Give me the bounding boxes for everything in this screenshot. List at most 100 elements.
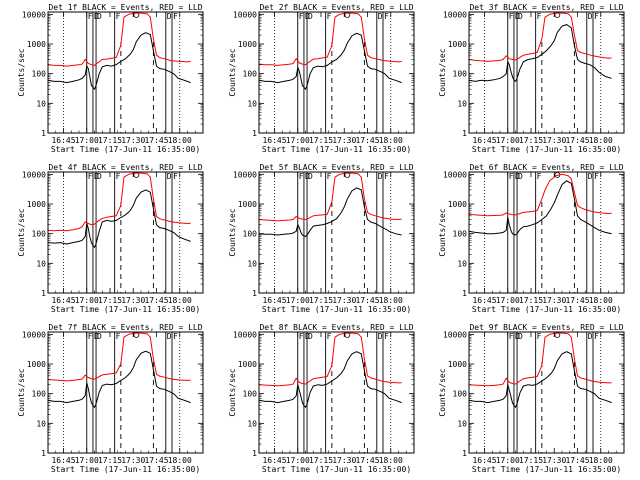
y-tick-label: 10000 <box>22 330 46 339</box>
marker-label: F <box>173 332 178 341</box>
series-events <box>468 351 612 409</box>
x-tick-label: 16:45 <box>472 456 496 465</box>
y-tick-label: 1000 <box>27 40 46 49</box>
marker-label: D <box>167 172 172 181</box>
marker-label: D <box>308 172 313 181</box>
y-tick-label: 1 <box>41 289 46 298</box>
x-tick-label: 17:30 <box>332 296 356 305</box>
x-axis-label: Start Time (17-Jun-11 16:35:00) <box>51 145 200 154</box>
x-tick-label: 16:45 <box>51 296 75 305</box>
marker-label: D <box>305 172 310 181</box>
marker-label: D <box>515 12 520 21</box>
y-tick-label: 10 <box>457 419 467 428</box>
marker-label: D <box>305 332 310 341</box>
panel-title: Det 7f BLACK = Events, RED = LLD <box>48 323 202 332</box>
marker-label: D <box>518 172 523 181</box>
x-tick-label: 17:30 <box>542 136 566 145</box>
y-tick-label: 100 <box>243 390 258 399</box>
y-tick-label: 10 <box>36 419 46 428</box>
x-tick-label: 16:45 <box>262 136 286 145</box>
panel-title: Det 2f BLACK = Events, RED = LLD <box>259 3 413 12</box>
marker-label: F <box>173 12 178 21</box>
y-tick-label: 10 <box>457 99 467 108</box>
y-tick-label: 1000 <box>448 40 467 49</box>
marker-label: F <box>116 172 121 181</box>
marker-label: F <box>594 172 599 181</box>
y-tick-label: 10000 <box>443 330 467 339</box>
x-axis-label: Start Time (17-Jun-11 16:35:00) <box>472 145 621 154</box>
panel-title: Det 9f BLACK = Events, RED = LLD <box>469 323 623 332</box>
marker-label: D <box>378 12 383 21</box>
x-tick-label: 17:45 <box>565 296 589 305</box>
x-tick-label: 17:00 <box>496 456 520 465</box>
x-tick-label: 17:00 <box>75 136 99 145</box>
marker-label: F <box>509 12 514 21</box>
x-axis-label: Start Time (17-Jun-11 16:35:00) <box>51 305 200 314</box>
x-tick-label: 16:45 <box>262 296 286 305</box>
y-tick-label: 1000 <box>238 360 257 369</box>
y-tick-label: 10000 <box>233 330 257 339</box>
y-tick-label: 10000 <box>22 170 46 179</box>
y-tick-label: 10000 <box>233 170 257 179</box>
marker-label: D <box>518 332 523 341</box>
y-tick-label: 100 <box>32 70 47 79</box>
y-axis-label: Counts/sec <box>17 368 26 416</box>
panel-title: Det 1f BLACK = Events, RED = LLD <box>48 3 202 12</box>
y-tick-label: 10000 <box>443 170 467 179</box>
y-axis-label: Counts/sec <box>438 48 447 96</box>
x-tick-label: 17:30 <box>121 136 145 145</box>
series-events <box>468 24 612 83</box>
series-lld <box>468 332 612 387</box>
marker-label: D <box>518 12 523 21</box>
y-tick-label: 1000 <box>27 360 46 369</box>
series-lld <box>258 12 402 66</box>
y-tick-label: 1000 <box>238 200 257 209</box>
x-tick-label: 17:45 <box>565 136 589 145</box>
y-tick-label: 1000 <box>448 200 467 209</box>
marker-label: F <box>88 12 93 21</box>
x-tick-label: 17:45 <box>355 296 379 305</box>
x-tick-label: 18:00 <box>379 296 403 305</box>
x-tick-label: 17:30 <box>332 456 356 465</box>
marker-label: F <box>594 12 599 21</box>
marker-label: D <box>378 172 383 181</box>
x-tick-label: 16:45 <box>472 136 496 145</box>
series-lld <box>468 12 612 62</box>
x-tick-label: 17:30 <box>121 296 145 305</box>
marker-label: D <box>588 12 593 21</box>
marker-label: F <box>327 172 332 181</box>
marker-label: D <box>97 332 102 341</box>
y-tick-label: 1000 <box>238 40 257 49</box>
x-tick-label: 17:00 <box>75 456 99 465</box>
marker-label: F <box>299 332 304 341</box>
y-tick-label: 1 <box>252 449 257 458</box>
marker-label: F <box>537 12 542 21</box>
y-tick-label: 1 <box>462 289 467 298</box>
marker-label: F <box>384 12 389 21</box>
series-lld <box>47 12 191 67</box>
x-tick-label: 17:15 <box>309 136 333 145</box>
x-tick-label: 17:00 <box>286 456 310 465</box>
y-tick-label: 1000 <box>27 200 46 209</box>
y-tick-label: 100 <box>32 230 47 239</box>
x-tick-label: 17:15 <box>519 456 543 465</box>
marker-label: D <box>515 332 520 341</box>
marker-label: D <box>94 172 99 181</box>
x-tick-label: 18:00 <box>168 296 192 305</box>
x-tick-label: 18:00 <box>589 296 613 305</box>
x-tick-label: 17:45 <box>144 296 168 305</box>
series-events <box>47 32 191 91</box>
marker-label: F <box>327 12 332 21</box>
marker-label: F <box>88 332 93 341</box>
x-tick-label: 17:00 <box>75 296 99 305</box>
x-axis-label: Start Time (17-Jun-11 16:35:00) <box>472 305 621 314</box>
series-events <box>258 187 402 238</box>
marker-label: F <box>299 12 304 21</box>
series-lld <box>258 332 402 387</box>
